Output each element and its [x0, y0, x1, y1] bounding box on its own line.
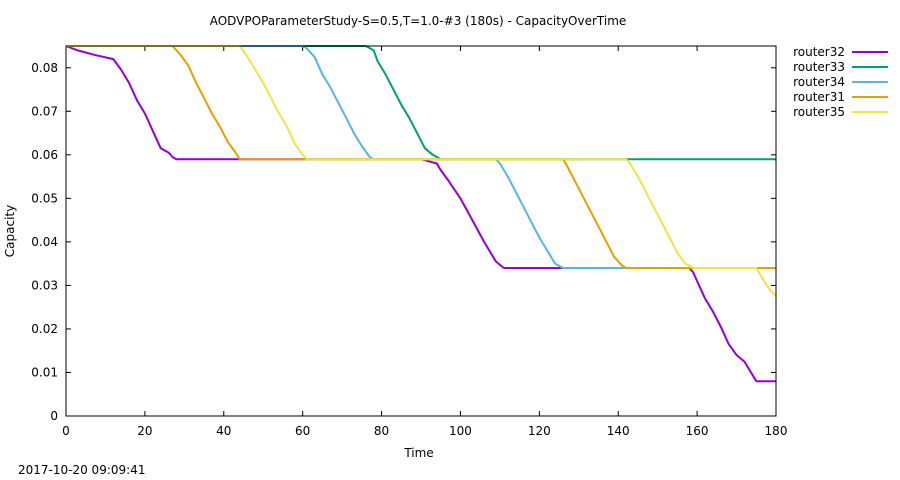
y-tick-label: 0.04 — [31, 235, 58, 249]
x-tick-label: 140 — [607, 424, 630, 438]
x-tick-label: 120 — [528, 424, 551, 438]
x-tick-label: 40 — [216, 424, 231, 438]
y-tick-label: 0.03 — [31, 278, 58, 292]
series-line-router35 — [66, 45, 777, 297]
plot-frame — [65, 45, 777, 417]
y-tick-label: 0.07 — [31, 104, 58, 118]
x-tick-label: 100 — [449, 424, 472, 438]
y-axis-label: Capacity — [3, 205, 17, 257]
x-tick-label: 60 — [295, 424, 310, 438]
chart-title: AODVPOParameterStudy-S=0.5,T=1.0-#3 (180… — [210, 14, 627, 28]
series-line-router34 — [66, 45, 627, 269]
x-tick-label: 80 — [374, 424, 389, 438]
axis-ticks: 0 20 40 60 80 100 120 140 160 180 0 0.01 0.02 0.03 0.0… — [31, 46, 787, 438]
x-tick-label: 20 — [137, 424, 152, 438]
y-tick-label: 0.01 — [31, 365, 58, 379]
x-tick-label: 160 — [686, 424, 709, 438]
timestamp: 2017-10-20 09:09:41 — [18, 463, 146, 477]
legend-label-router34: router34 — [793, 75, 845, 89]
series-line-router33 — [66, 45, 776, 161]
x-tick-label: 0 — [62, 424, 70, 438]
y-tick-label: 0.06 — [31, 148, 58, 162]
y-tick-label: 0.02 — [31, 322, 58, 336]
x-axis-label: Time — [403, 446, 433, 460]
legend-label-router31: router31 — [793, 90, 845, 104]
x-tick-label: 180 — [765, 424, 788, 438]
y-tick-label: 0.08 — [31, 61, 58, 75]
legend-label-router33: router33 — [793, 60, 845, 74]
y-tick-label: 0.05 — [31, 191, 58, 205]
legend-label-router35: router35 — [793, 105, 845, 119]
y-tick-label: 0 — [50, 409, 58, 423]
data-series — [65, 45, 777, 383]
series-line-router32 — [65, 45, 776, 383]
legend-label-router32: router32 — [793, 45, 845, 59]
